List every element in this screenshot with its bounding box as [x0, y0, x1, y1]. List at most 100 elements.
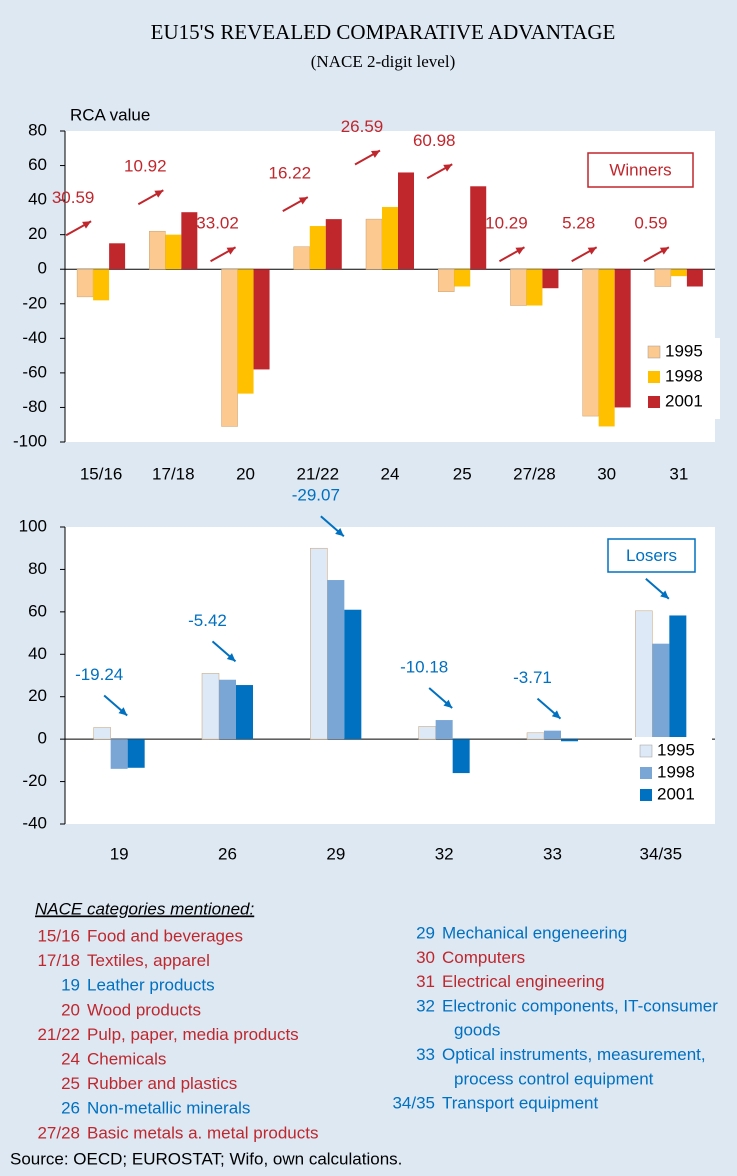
bar: [654, 268, 672, 287]
bar: [510, 268, 527, 306]
x-tick-label: 17/18: [152, 464, 195, 483]
change-label: -10.18: [400, 658, 448, 677]
y-tick-label: 60: [28, 155, 47, 174]
y-tick-label: 80: [28, 120, 47, 139]
y-tick-label: -60: [22, 362, 47, 381]
arrow-head: [551, 710, 561, 719]
nace-code: 21/22: [37, 1025, 80, 1044]
nace-code: 15/16: [37, 926, 80, 945]
nace-name: Mechanical engeneering: [442, 923, 627, 942]
y-tick-label: -100: [13, 431, 47, 450]
bar: [398, 172, 414, 270]
bar: [253, 269, 270, 370]
nace-name: Textiles, apparel: [87, 951, 210, 970]
bar: [526, 269, 543, 306]
nace-name: Electronic components, IT-consumer: [442, 996, 718, 1015]
bar: [110, 739, 128, 769]
bar: [236, 685, 253, 740]
bar: [635, 610, 653, 740]
y-tick-label: 20: [28, 224, 47, 243]
bar: [93, 727, 111, 740]
nace-name: Electrical engineering: [442, 972, 605, 991]
y-tick-label: -80: [22, 397, 47, 416]
bar: [598, 269, 615, 427]
arrow-head: [515, 247, 525, 255]
bar: [201, 673, 220, 740]
nace-name: Non-metallic minerals: [87, 1099, 250, 1118]
plot-area: [65, 527, 715, 824]
bar: [149, 230, 166, 270]
y-tick-label: 60: [28, 601, 47, 620]
bar: [344, 609, 362, 740]
change-label: 0.59: [634, 214, 667, 233]
bar: [526, 732, 545, 740]
nace-name: Optical instruments, measurement,: [442, 1045, 706, 1064]
bar: [686, 269, 703, 287]
nace-name: Transport equipment: [442, 1094, 599, 1113]
nace-name: goods: [454, 1021, 500, 1040]
nace-name: Wood products: [87, 1000, 201, 1019]
arrow-head: [587, 247, 597, 255]
change-label: -3.71: [513, 668, 552, 687]
bar: [76, 268, 94, 298]
bar: [310, 547, 328, 740]
arrow-head: [154, 190, 164, 198]
nace-name: Pulp, paper, media products: [87, 1025, 299, 1044]
bar: [309, 226, 326, 270]
bar: [382, 207, 398, 270]
arrow-head: [226, 247, 236, 255]
bar: [418, 726, 436, 740]
legend-label: 1998: [665, 366, 703, 385]
bar: [365, 218, 383, 270]
legend-label: 2001: [665, 391, 703, 410]
arrow-head: [298, 197, 308, 205]
change-label: -19.24: [75, 665, 123, 684]
y-tick-label: 40: [28, 644, 47, 663]
x-tick-label: 30: [597, 464, 616, 483]
bar: [561, 739, 578, 742]
nace-name: Basic metals a. metal products: [87, 1123, 318, 1142]
source: Source: OECD; EUROSTAT; Wifo, own calcul…: [10, 1149, 402, 1168]
bar: [221, 268, 238, 427]
legend-swatch: [640, 767, 652, 779]
nace-code: 27/28: [37, 1123, 80, 1142]
bar: [165, 234, 182, 270]
nace-code: 17/18: [37, 951, 80, 970]
legend-swatch: [640, 789, 652, 801]
x-tick-label: 31: [669, 464, 688, 483]
bar: [452, 739, 470, 774]
legend-swatch: [648, 371, 660, 383]
arrow-head: [443, 699, 453, 709]
bar: [219, 679, 236, 740]
nace-name: Leather products: [87, 976, 215, 995]
nace-code: 29: [416, 923, 435, 942]
bar: [652, 643, 670, 740]
bar: [93, 269, 110, 301]
y-tick-label: 0: [38, 729, 47, 748]
legend-label: 1998: [657, 762, 695, 781]
change-label: 10.92: [124, 157, 167, 176]
bar: [614, 269, 631, 408]
legend-swatch: [648, 396, 660, 408]
bar: [327, 580, 345, 740]
y-tick-label: 80: [28, 559, 47, 578]
change-label: 60.98: [413, 131, 456, 150]
change-label: 16.22: [269, 164, 312, 183]
change-label: -5.42: [188, 611, 227, 630]
bar: [670, 269, 687, 277]
arrow-head: [82, 221, 92, 229]
arrow-head: [226, 653, 236, 662]
legend-label: 1995: [657, 740, 695, 759]
y-tick-label: -40: [22, 328, 47, 347]
x-tick-label: 29: [326, 844, 345, 863]
bar: [542, 269, 559, 289]
nace-code: 25: [61, 1074, 80, 1093]
bar: [293, 246, 311, 270]
x-tick-label: 27/28: [513, 464, 556, 483]
nace-name: Chemicals: [87, 1049, 166, 1068]
legend-swatch: [639, 744, 653, 758]
x-tick-label: 33: [543, 844, 562, 863]
arrow-head: [659, 247, 669, 255]
box-label: Winners: [609, 160, 671, 179]
arrow-head: [660, 590, 669, 599]
